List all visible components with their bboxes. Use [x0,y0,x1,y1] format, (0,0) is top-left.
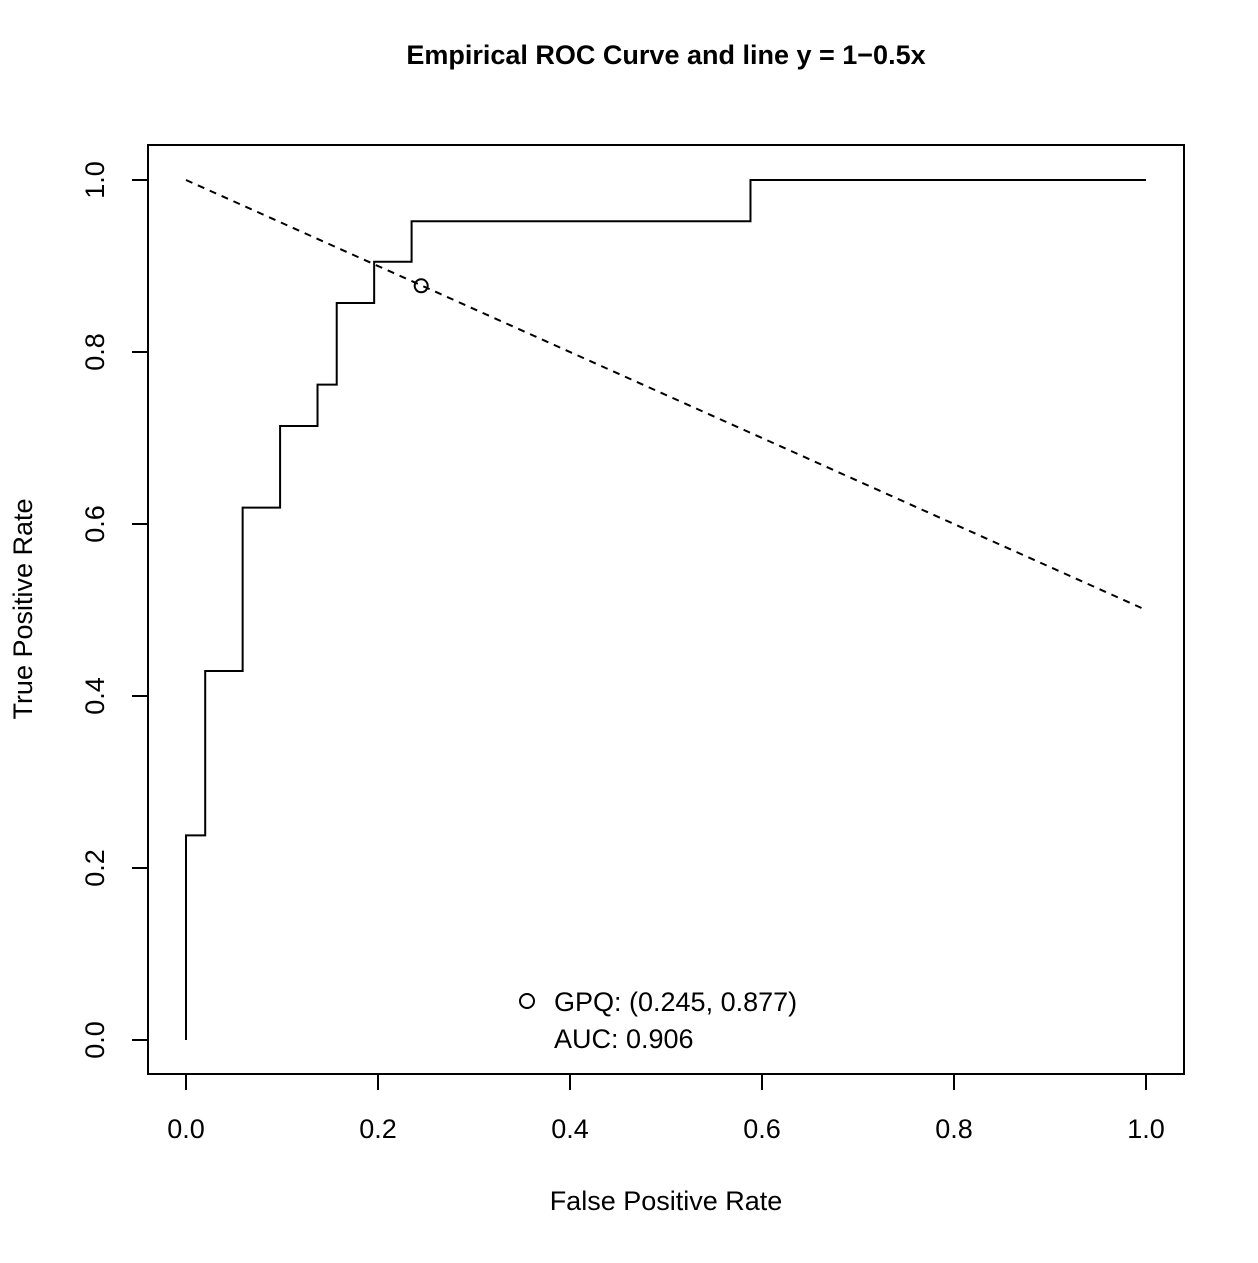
y-tick-label: 0.8 [80,333,110,371]
roc-curve-step [185,179,1146,1040]
y-axis: 0.0 0.2 0.4 0.6 0.8 1.0 [80,161,149,1059]
x-tick-label: 1.0 [1127,1114,1165,1144]
y-tick-label: 0.4 [80,677,110,715]
y-tick-label: 0.2 [80,849,110,887]
y-axis-label: True Positive Rate [8,498,38,719]
legend-gpq-text: GPQ: (0.245, 0.877) [554,987,797,1017]
series-layer [185,179,1147,1040]
legend: GPQ: (0.245, 0.877) AUC: 0.906 [519,987,797,1054]
y-tick-label: 1.0 [80,161,110,199]
y-tick-label: 0.6 [80,505,110,543]
x-tick-label: 0.4 [551,1114,589,1144]
plot-frame [147,144,1185,1075]
y-tick-label: 0.0 [80,1021,110,1059]
x-axis: 0.0 0.2 0.4 0.6 0.8 1.0 [167,1073,1165,1144]
gpq-point-marker [413,278,429,294]
x-tick-label: 0.6 [743,1114,781,1144]
reference-line-dashed [185,179,1147,611]
x-tick-label: 0.8 [935,1114,973,1144]
x-axis-label: False Positive Rate [550,1186,783,1216]
legend-marker-circle [519,993,535,1009]
x-tick-label: 0.2 [359,1114,397,1144]
legend-auc-text: AUC: 0.906 [554,1024,694,1054]
chart-title: Empirical ROC Curve and line y = 1−0.5x [406,40,925,70]
x-tick-label: 0.0 [167,1114,205,1144]
points-layer [413,278,429,294]
